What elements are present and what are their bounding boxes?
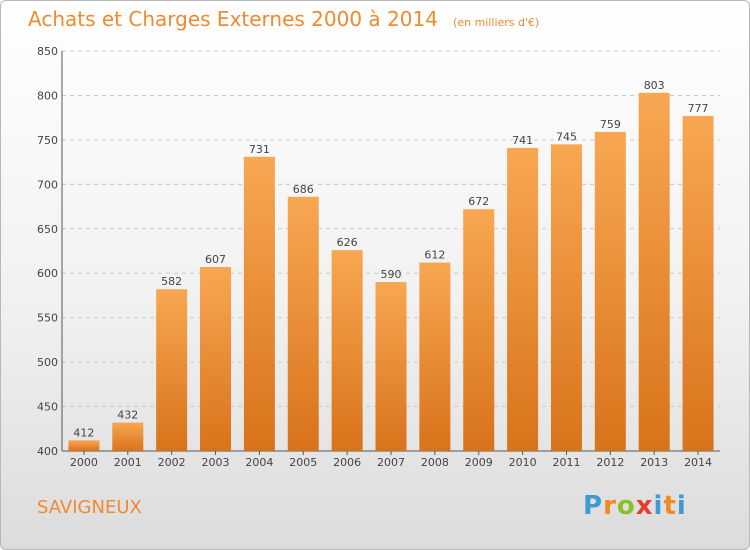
value-label: 803 (644, 79, 665, 92)
bar (638, 92, 670, 452)
value-label: 741 (512, 134, 533, 147)
x-tick-label: 2003 (202, 456, 230, 469)
x-tick-label: 2000 (70, 456, 98, 469)
bar (200, 267, 232, 451)
value-label: 731 (249, 143, 270, 156)
bar (243, 156, 275, 451)
value-label: 759 (600, 118, 621, 131)
bar (550, 144, 582, 452)
x-tick-label: 2008 (421, 456, 449, 469)
x-tick-label: 2014 (684, 456, 712, 469)
unit-text: (en milliers d'€) (453, 16, 540, 29)
chart-title: Achats et Charges Externes 2000 à 2014 (… (28, 7, 539, 31)
bar (594, 131, 626, 451)
bar (156, 289, 188, 451)
logo-letter: o (616, 491, 636, 521)
y-tick-label: 500 (37, 356, 58, 369)
y-tick-label: 800 (37, 89, 58, 102)
y-tick-label: 650 (37, 223, 58, 236)
title-text: Achats et Charges Externes 2000 à 2014 (28, 7, 438, 31)
y-tick-label: 700 (37, 178, 58, 191)
bar (419, 262, 451, 451)
logo-letter: t (663, 491, 677, 521)
x-tick-label: 2009 (465, 456, 493, 469)
value-label: 432 (117, 409, 138, 422)
value-label: 672 (468, 195, 489, 208)
value-label: 412 (73, 426, 94, 439)
logo-letter: x (635, 491, 654, 521)
value-label: 590 (381, 268, 402, 281)
bar (463, 209, 495, 451)
x-tick-label: 2012 (596, 456, 624, 469)
proxiti-logo: Proxiti (583, 491, 687, 521)
y-tick-label: 550 (37, 312, 58, 325)
y-tick-label: 450 (37, 401, 58, 414)
x-tick-label: 2007 (377, 456, 405, 469)
commune-name: SAVIGNEUX (37, 497, 142, 518)
x-tick-label: 2011 (552, 456, 580, 469)
value-label: 686 (293, 183, 314, 196)
logo-letter: r (603, 491, 617, 521)
x-tick-label: 2010 (509, 456, 537, 469)
y-tick-label: 750 (37, 134, 58, 147)
value-label: 612 (424, 249, 445, 262)
bar (507, 147, 539, 451)
value-label: 582 (161, 275, 182, 288)
y-tick-label: 850 (37, 45, 58, 58)
x-tick-label: 2006 (333, 456, 361, 469)
x-tick-label: 2013 (640, 456, 668, 469)
bar (375, 282, 407, 451)
logo-letter: P (583, 491, 604, 521)
bar (68, 440, 100, 451)
value-label: 607 (205, 253, 226, 266)
y-tick-label: 600 (37, 267, 58, 280)
bar (287, 196, 319, 451)
x-tick-label: 2002 (158, 456, 186, 469)
value-label: 626 (337, 236, 358, 249)
y-tick-label: 400 (37, 445, 58, 458)
logo-letter: i (676, 491, 687, 521)
x-tick-label: 2004 (245, 456, 273, 469)
bar (112, 422, 144, 451)
x-tick-label: 2005 (289, 456, 317, 469)
logo-letter: i (653, 491, 664, 521)
bar (331, 250, 363, 451)
value-label: 745 (556, 130, 577, 143)
value-label: 777 (688, 102, 709, 115)
bar (682, 115, 714, 451)
x-tick-label: 2001 (114, 456, 142, 469)
